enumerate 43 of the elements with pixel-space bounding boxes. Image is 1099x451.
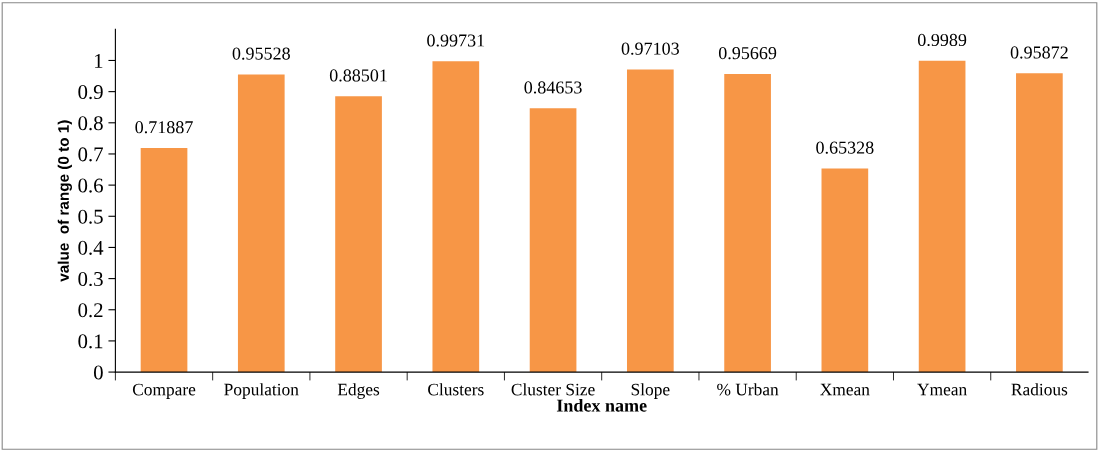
data-label: 0.95669: [718, 47, 777, 60]
bar: [237, 74, 285, 373]
y-tick-label: 0.2: [78, 303, 103, 318]
x-tick-label: Compare: [132, 383, 196, 399]
x-tick-label: Cluster Size: [511, 383, 595, 396]
y-tick-label: 0.9: [78, 85, 103, 100]
y-tick-label: 0.3: [78, 271, 103, 287]
y-tick-label: 0.8: [78, 116, 103, 131]
bar: [140, 148, 188, 373]
data-label: 0.9989: [917, 33, 967, 47]
y-tick-label: 0.4: [78, 240, 104, 255]
x-tick-label: Edges: [337, 383, 380, 399]
x-tick-label: Xmean: [820, 383, 870, 396]
data-label: 0.95528: [232, 47, 290, 60]
data-label: 0.95872: [1010, 46, 1068, 59]
y-tick-label: 1: [95, 53, 103, 68]
x-tick-label: % Urban: [717, 383, 779, 396]
data-label: 0.88501: [329, 69, 387, 82]
x-tick-label: Population: [224, 383, 299, 399]
bar: [1016, 73, 1063, 373]
x-tick-label: Radious: [1011, 383, 1068, 396]
bar: [626, 69, 674, 373]
data-label: 0.84653: [524, 81, 582, 94]
x-tick-label: Clusters: [428, 383, 484, 396]
y-tick-label: 0.5: [78, 209, 103, 224]
data-label: 0.71887: [135, 121, 193, 134]
y-tick-label: 0.6: [78, 178, 103, 193]
y-axis-title: value of range (0 to 1): [57, 120, 72, 282]
bar: [918, 60, 966, 373]
data-label: 0.65328: [816, 141, 874, 154]
bar: [724, 73, 771, 373]
bar: [432, 61, 480, 373]
bar: [821, 168, 869, 373]
data-label: 0.99731: [427, 34, 485, 47]
y-tick-label: 0: [93, 365, 103, 380]
data-label: 0.97103: [621, 42, 679, 55]
bar: [529, 108, 577, 373]
bar: [335, 96, 382, 373]
x-tick-label: Ymean: [917, 383, 967, 396]
x-axis-title: Index name: [556, 398, 647, 412]
y-tick-label: 0.7: [78, 147, 103, 162]
x-tick-label: Slope: [631, 383, 670, 399]
y-tick-label: 0.1: [78, 334, 103, 349]
